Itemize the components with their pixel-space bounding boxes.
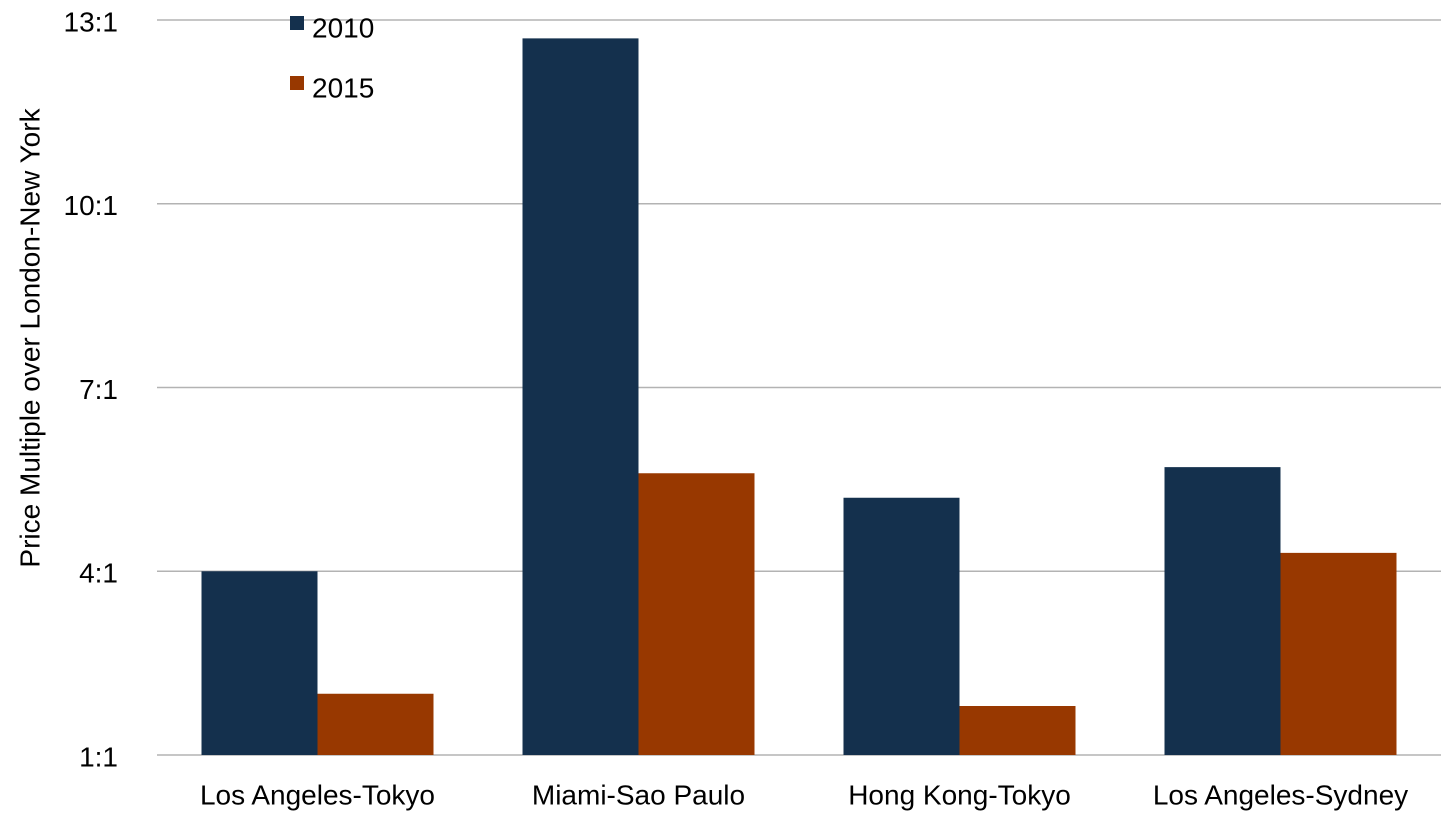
bar	[638, 473, 755, 755]
bar	[1164, 467, 1281, 755]
bar	[201, 571, 318, 755]
y-axis-label: Price Multiple over London-New York	[14, 107, 45, 567]
bar	[317, 693, 434, 755]
bar	[1280, 552, 1397, 755]
x-tick-label: Miami-Sao Paulo	[532, 779, 745, 810]
legend-label: 2015	[312, 72, 374, 103]
y-tick-label: 13:1	[64, 6, 119, 37]
bar	[522, 38, 639, 755]
x-tick-label: Los Angeles-Tokyo	[200, 779, 435, 810]
y-tick-label: 7:1	[79, 374, 118, 405]
x-tick-label: Los Angeles-Sydney	[1153, 779, 1408, 810]
bar	[959, 706, 1076, 755]
x-tick-label: Hong Kong-Tokyo	[848, 779, 1071, 810]
y-tick-label: 4:1	[79, 558, 118, 589]
legend-swatch	[290, 16, 304, 30]
y-tick-label: 10:1	[64, 190, 119, 221]
bar	[843, 497, 960, 755]
y-tick-label: 1:1	[79, 741, 118, 772]
legend-label: 2010	[312, 12, 374, 43]
legend-swatch	[290, 76, 304, 90]
